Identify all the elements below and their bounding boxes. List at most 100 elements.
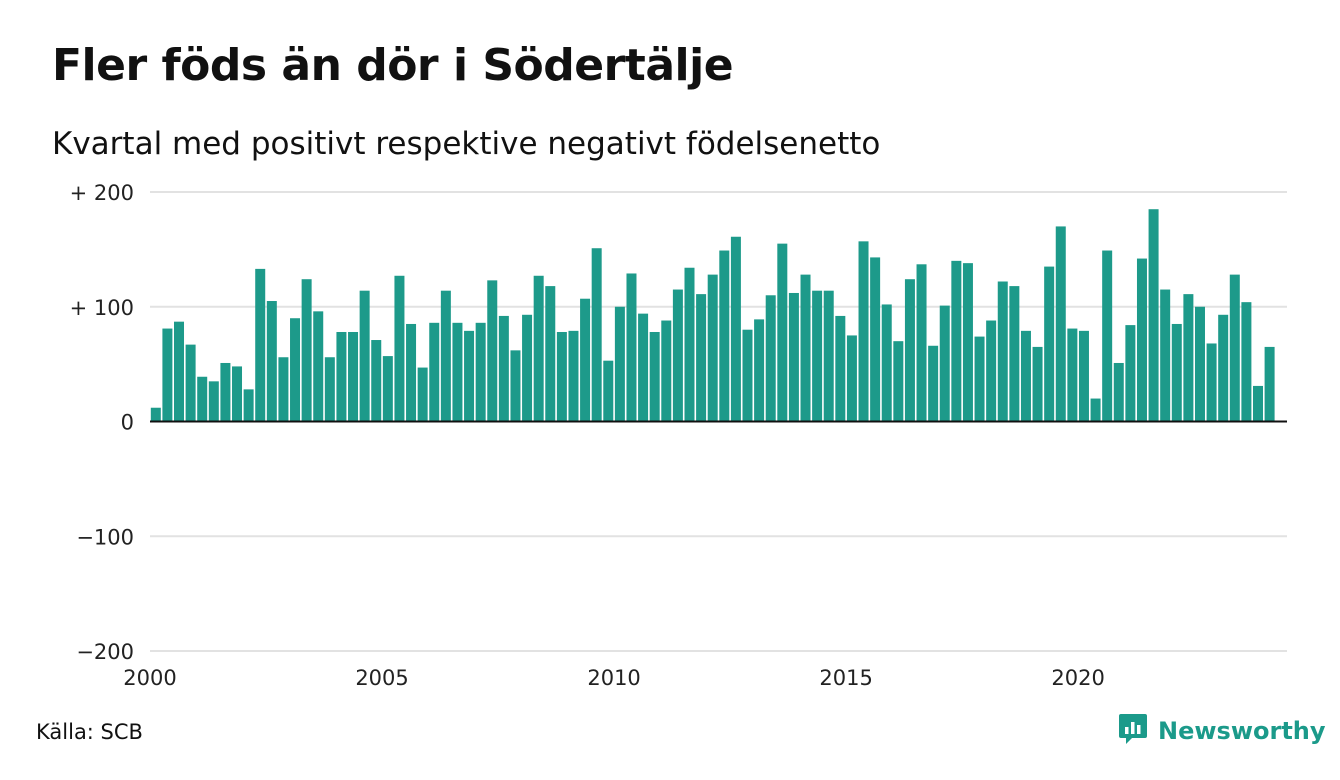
bar-2016-Q4 bbox=[928, 345, 939, 422]
bar-2011-Q2 bbox=[672, 289, 683, 422]
bar-2005-Q1 bbox=[382, 356, 393, 422]
newsworthy-logo-icon bbox=[1118, 712, 1148, 750]
bar-2014-Q2 bbox=[812, 290, 823, 422]
bar-2001-Q4 bbox=[232, 366, 243, 422]
bar-2023-Q2 bbox=[1229, 274, 1240, 422]
bar-2010-Q2 bbox=[626, 273, 637, 422]
bar-2018-Q3 bbox=[1009, 286, 1020, 422]
bar-2019-Q4 bbox=[1067, 328, 1078, 422]
bar-2014-Q1 bbox=[800, 274, 811, 422]
bar-2019-Q3 bbox=[1055, 226, 1066, 422]
bar-2013-Q3 bbox=[777, 243, 788, 422]
bar-2005-Q4 bbox=[417, 367, 428, 422]
bar-2023-Q3 bbox=[1241, 302, 1252, 422]
bar-2009-Q1 bbox=[568, 330, 579, 422]
bar-2004-Q3 bbox=[359, 290, 370, 422]
bar-2002-Q2 bbox=[255, 268, 266, 422]
bar-2010-Q4 bbox=[649, 331, 660, 422]
bar-2004-Q4 bbox=[371, 340, 382, 422]
bar-2014-Q4 bbox=[835, 315, 846, 422]
bar-2013-Q4 bbox=[788, 292, 799, 422]
bar-2017-Q3 bbox=[962, 263, 973, 422]
bar-2016-Q2 bbox=[904, 279, 915, 422]
bar-2010-Q1 bbox=[614, 306, 625, 422]
bar-2021-Q2 bbox=[1136, 258, 1147, 422]
bar-2000-Q1 bbox=[150, 407, 161, 422]
y-tick-label: −100 bbox=[76, 525, 134, 549]
brand-logo: Newsworthy bbox=[1118, 712, 1326, 750]
bar-2003-Q2 bbox=[301, 279, 312, 422]
bar-2002-Q4 bbox=[278, 357, 289, 422]
bar-2018-Q1 bbox=[986, 320, 997, 422]
y-axis-ticks: + 200 + 100 0 −100 −200 bbox=[70, 181, 134, 664]
bar-2011-Q3 bbox=[684, 267, 695, 422]
x-tick-label: 2005 bbox=[355, 666, 408, 690]
bar-2000-Q2 bbox=[162, 328, 173, 422]
bars bbox=[150, 209, 1275, 422]
bar-2016-Q1 bbox=[893, 341, 904, 422]
bar-2008-Q2 bbox=[533, 275, 544, 422]
bar-2019-Q2 bbox=[1044, 266, 1055, 422]
x-axis-ticks: 2000 2005 2010 2015 2020 bbox=[123, 666, 1105, 690]
bar-2015-Q4 bbox=[881, 304, 892, 422]
y-tick-label: + 100 bbox=[70, 296, 134, 320]
bar-2015-Q2 bbox=[858, 241, 869, 422]
y-tick-label: 0 bbox=[121, 411, 134, 435]
bar-2016-Q3 bbox=[916, 264, 927, 422]
bar-2003-Q4 bbox=[324, 357, 335, 422]
bar-2009-Q2 bbox=[580, 298, 591, 422]
bar-chart: + 200 + 100 0 −100 −200 2000 2005 2010 2015 2020 bbox=[70, 181, 1287, 690]
bar-2006-Q4 bbox=[464, 330, 475, 422]
bar-2022-Q3 bbox=[1194, 306, 1205, 422]
bar-2012-Q1 bbox=[707, 274, 718, 422]
y-tick-label: −200 bbox=[76, 640, 134, 664]
bar-2018-Q4 bbox=[1020, 330, 1031, 422]
bar-2015-Q1 bbox=[846, 335, 857, 422]
brand-name: Newsworthy bbox=[1158, 717, 1326, 745]
x-tick-label: 2000 bbox=[123, 666, 176, 690]
bar-2001-Q2 bbox=[208, 381, 219, 422]
bar-2024-Q1 bbox=[1264, 346, 1275, 422]
bar-2007-Q4 bbox=[510, 350, 521, 422]
bar-2008-Q3 bbox=[545, 286, 556, 422]
bar-2013-Q1 bbox=[754, 319, 765, 422]
bar-2021-Q4 bbox=[1160, 289, 1171, 422]
bar-2017-Q2 bbox=[951, 260, 962, 422]
bar-2022-Q2 bbox=[1183, 294, 1194, 422]
bar-2020-Q3 bbox=[1102, 250, 1113, 422]
bar-2009-Q3 bbox=[591, 248, 602, 422]
bar-2004-Q1 bbox=[336, 331, 347, 422]
bar-2017-Q1 bbox=[939, 305, 950, 422]
bar-2015-Q3 bbox=[870, 257, 881, 422]
bar-2021-Q3 bbox=[1148, 209, 1159, 422]
bar-2012-Q2 bbox=[719, 250, 730, 422]
bar-2011-Q1 bbox=[661, 320, 672, 422]
x-tick-label: 2020 bbox=[1051, 666, 1104, 690]
bar-2003-Q3 bbox=[313, 311, 324, 422]
bar-2021-Q1 bbox=[1125, 325, 1136, 422]
bar-2010-Q3 bbox=[638, 313, 649, 422]
bar-2011-Q4 bbox=[696, 294, 707, 422]
bar-2022-Q4 bbox=[1206, 343, 1217, 422]
bar-2012-Q4 bbox=[742, 329, 753, 422]
bar-2023-Q1 bbox=[1218, 314, 1229, 422]
bar-2008-Q1 bbox=[522, 314, 533, 422]
bar-2019-Q1 bbox=[1032, 346, 1043, 422]
bar-2002-Q3 bbox=[266, 301, 277, 422]
bar-2004-Q2 bbox=[348, 331, 359, 422]
bar-2006-Q1 bbox=[429, 322, 440, 422]
bar-2023-Q4 bbox=[1252, 385, 1263, 422]
bar-2020-Q4 bbox=[1113, 362, 1124, 422]
bar-2008-Q4 bbox=[556, 331, 567, 422]
bar-2000-Q3 bbox=[174, 321, 185, 422]
bar-2005-Q2 bbox=[394, 275, 405, 422]
x-tick-label: 2010 bbox=[587, 666, 640, 690]
y-tick-label: + 200 bbox=[70, 181, 134, 205]
bar-2007-Q2 bbox=[487, 280, 498, 422]
gridlines bbox=[150, 191, 1287, 652]
bar-2006-Q2 bbox=[440, 290, 451, 422]
bar-2014-Q3 bbox=[823, 290, 834, 422]
bar-2000-Q4 bbox=[185, 344, 196, 422]
bar-2007-Q3 bbox=[498, 315, 509, 422]
bar-2022-Q1 bbox=[1171, 323, 1182, 422]
